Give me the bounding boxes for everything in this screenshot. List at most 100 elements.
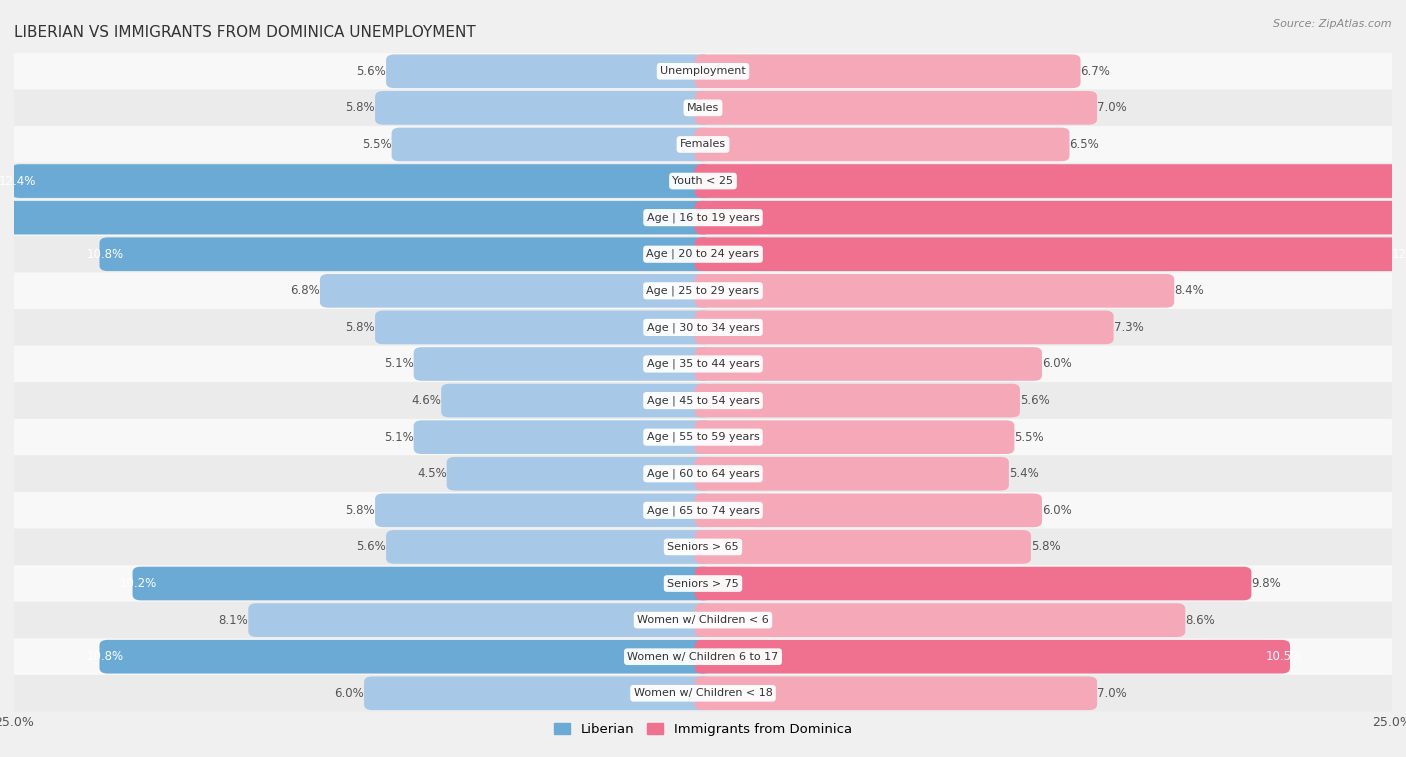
Text: Females: Females: [681, 139, 725, 149]
Text: Age | 16 to 19 years: Age | 16 to 19 years: [647, 213, 759, 223]
Legend: Liberian, Immigrants from Dominica: Liberian, Immigrants from Dominica: [548, 717, 858, 741]
Text: 10.5%: 10.5%: [1265, 650, 1302, 663]
FancyBboxPatch shape: [375, 494, 711, 527]
FancyBboxPatch shape: [447, 457, 711, 491]
Text: Age | 60 to 64 years: Age | 60 to 64 years: [647, 469, 759, 479]
Text: 12.4%: 12.4%: [0, 175, 37, 188]
Text: Age | 25 to 29 years: Age | 25 to 29 years: [647, 285, 759, 296]
FancyBboxPatch shape: [14, 236, 1392, 273]
FancyBboxPatch shape: [14, 199, 1392, 236]
Text: 7.3%: 7.3%: [1114, 321, 1143, 334]
Text: Males: Males: [688, 103, 718, 113]
Text: 8.1%: 8.1%: [218, 614, 249, 627]
Text: 6.0%: 6.0%: [1042, 504, 1071, 517]
Text: 5.4%: 5.4%: [1010, 467, 1039, 480]
FancyBboxPatch shape: [695, 420, 1014, 454]
Text: 6.8%: 6.8%: [290, 285, 321, 298]
FancyBboxPatch shape: [695, 603, 1185, 637]
FancyBboxPatch shape: [695, 347, 1042, 381]
Text: Youth < 25: Youth < 25: [672, 176, 734, 186]
FancyBboxPatch shape: [14, 53, 1392, 89]
FancyBboxPatch shape: [14, 675, 1392, 712]
Text: 5.1%: 5.1%: [384, 357, 413, 370]
Text: Age | 35 to 44 years: Age | 35 to 44 years: [647, 359, 759, 369]
Text: 4.6%: 4.6%: [412, 394, 441, 407]
Text: 12.8%: 12.8%: [1392, 248, 1406, 260]
FancyBboxPatch shape: [695, 55, 1081, 88]
FancyBboxPatch shape: [14, 602, 1392, 638]
FancyBboxPatch shape: [321, 274, 711, 307]
FancyBboxPatch shape: [100, 238, 711, 271]
FancyBboxPatch shape: [14, 492, 1392, 528]
FancyBboxPatch shape: [14, 456, 1392, 492]
Text: 7.0%: 7.0%: [1097, 101, 1126, 114]
Text: 8.4%: 8.4%: [1174, 285, 1204, 298]
FancyBboxPatch shape: [14, 163, 1392, 199]
FancyBboxPatch shape: [695, 238, 1406, 271]
FancyBboxPatch shape: [11, 164, 711, 198]
FancyBboxPatch shape: [695, 201, 1406, 235]
FancyBboxPatch shape: [413, 420, 711, 454]
FancyBboxPatch shape: [100, 640, 711, 674]
FancyBboxPatch shape: [14, 382, 1392, 419]
Text: 6.0%: 6.0%: [1042, 357, 1071, 370]
Text: 5.8%: 5.8%: [346, 101, 375, 114]
Text: 5.5%: 5.5%: [1014, 431, 1045, 444]
Text: Age | 45 to 54 years: Age | 45 to 54 years: [647, 395, 759, 406]
Text: 5.5%: 5.5%: [361, 138, 392, 151]
Text: Source: ZipAtlas.com: Source: ZipAtlas.com: [1274, 19, 1392, 29]
FancyBboxPatch shape: [695, 128, 1070, 161]
FancyBboxPatch shape: [14, 528, 1392, 565]
FancyBboxPatch shape: [695, 274, 1174, 307]
Text: LIBERIAN VS IMMIGRANTS FROM DOMINICA UNEMPLOYMENT: LIBERIAN VS IMMIGRANTS FROM DOMINICA UNE…: [14, 25, 475, 40]
FancyBboxPatch shape: [14, 565, 1392, 602]
Text: Women w/ Children < 18: Women w/ Children < 18: [634, 688, 772, 698]
Text: 10.8%: 10.8%: [87, 248, 124, 260]
FancyBboxPatch shape: [387, 530, 711, 564]
Text: 6.0%: 6.0%: [335, 687, 364, 699]
FancyBboxPatch shape: [695, 310, 1114, 344]
FancyBboxPatch shape: [132, 567, 711, 600]
Text: Age | 30 to 34 years: Age | 30 to 34 years: [647, 322, 759, 332]
FancyBboxPatch shape: [695, 640, 1289, 674]
Text: 5.6%: 5.6%: [356, 540, 387, 553]
Text: 4.5%: 4.5%: [418, 467, 447, 480]
FancyBboxPatch shape: [413, 347, 711, 381]
Text: Seniors > 65: Seniors > 65: [668, 542, 738, 552]
FancyBboxPatch shape: [695, 567, 1251, 600]
FancyBboxPatch shape: [695, 677, 1097, 710]
Text: 5.8%: 5.8%: [1031, 540, 1060, 553]
Text: 6.7%: 6.7%: [1081, 65, 1111, 78]
FancyBboxPatch shape: [14, 638, 1392, 675]
FancyBboxPatch shape: [441, 384, 711, 417]
FancyBboxPatch shape: [695, 530, 1031, 564]
FancyBboxPatch shape: [695, 164, 1406, 198]
Text: 5.6%: 5.6%: [356, 65, 387, 78]
Text: Unemployment: Unemployment: [661, 67, 745, 76]
Text: 6.5%: 6.5%: [1070, 138, 1099, 151]
Text: Women w/ Children < 6: Women w/ Children < 6: [637, 615, 769, 625]
FancyBboxPatch shape: [14, 273, 1392, 309]
FancyBboxPatch shape: [695, 384, 1019, 417]
FancyBboxPatch shape: [14, 89, 1392, 126]
Text: Age | 20 to 24 years: Age | 20 to 24 years: [647, 249, 759, 260]
Text: Seniors > 75: Seniors > 75: [666, 578, 740, 588]
Text: 5.6%: 5.6%: [1019, 394, 1050, 407]
FancyBboxPatch shape: [14, 126, 1392, 163]
Text: 5.8%: 5.8%: [346, 321, 375, 334]
FancyBboxPatch shape: [375, 310, 711, 344]
Text: 5.8%: 5.8%: [346, 504, 375, 517]
FancyBboxPatch shape: [364, 677, 711, 710]
FancyBboxPatch shape: [695, 457, 1010, 491]
Text: 10.8%: 10.8%: [87, 650, 124, 663]
FancyBboxPatch shape: [695, 494, 1042, 527]
Text: Age | 65 to 74 years: Age | 65 to 74 years: [647, 505, 759, 516]
FancyBboxPatch shape: [375, 91, 711, 125]
Text: 9.8%: 9.8%: [1251, 577, 1281, 590]
Text: 10.2%: 10.2%: [120, 577, 157, 590]
Text: Age | 55 to 59 years: Age | 55 to 59 years: [647, 432, 759, 442]
Text: 8.6%: 8.6%: [1185, 614, 1215, 627]
FancyBboxPatch shape: [14, 309, 1392, 346]
FancyBboxPatch shape: [14, 346, 1392, 382]
FancyBboxPatch shape: [392, 128, 711, 161]
